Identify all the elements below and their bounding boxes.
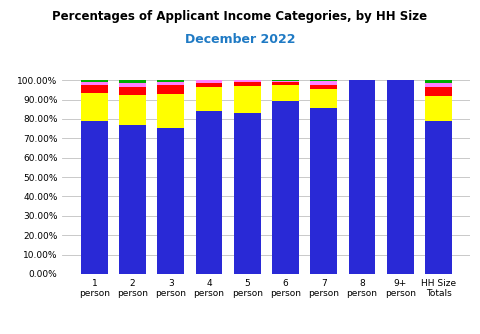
Bar: [196, 80, 222, 83]
Bar: [119, 83, 146, 87]
Bar: [425, 87, 452, 96]
Bar: [81, 85, 108, 93]
Bar: [196, 83, 222, 87]
Bar: [119, 87, 146, 95]
Bar: [272, 85, 299, 101]
Bar: [311, 108, 337, 274]
Bar: [196, 87, 222, 111]
Bar: [81, 82, 108, 85]
Bar: [311, 80, 337, 81]
Bar: [234, 82, 261, 86]
Bar: [157, 85, 184, 94]
Bar: [119, 125, 146, 274]
Bar: [81, 93, 108, 121]
Bar: [311, 89, 337, 108]
Bar: [425, 80, 452, 83]
Bar: [425, 83, 452, 87]
Bar: [119, 80, 146, 83]
Text: December 2022: December 2022: [185, 33, 295, 46]
Bar: [196, 111, 222, 274]
Bar: [387, 80, 414, 274]
Bar: [272, 81, 299, 82]
Bar: [272, 80, 299, 81]
Bar: [157, 80, 184, 82]
Bar: [311, 81, 337, 85]
Bar: [157, 82, 184, 85]
Bar: [81, 121, 108, 274]
Bar: [81, 80, 108, 82]
Bar: [272, 82, 299, 85]
Text: Percentages of Applicant Income Categories, by HH Size: Percentages of Applicant Income Categori…: [52, 10, 428, 23]
Bar: [119, 95, 146, 125]
Bar: [348, 80, 375, 274]
Bar: [234, 80, 261, 82]
Bar: [234, 86, 261, 113]
Bar: [234, 113, 261, 274]
Bar: [311, 85, 337, 89]
Bar: [272, 101, 299, 274]
Bar: [425, 96, 452, 121]
Bar: [425, 121, 452, 274]
Bar: [157, 94, 184, 128]
Bar: [157, 128, 184, 274]
